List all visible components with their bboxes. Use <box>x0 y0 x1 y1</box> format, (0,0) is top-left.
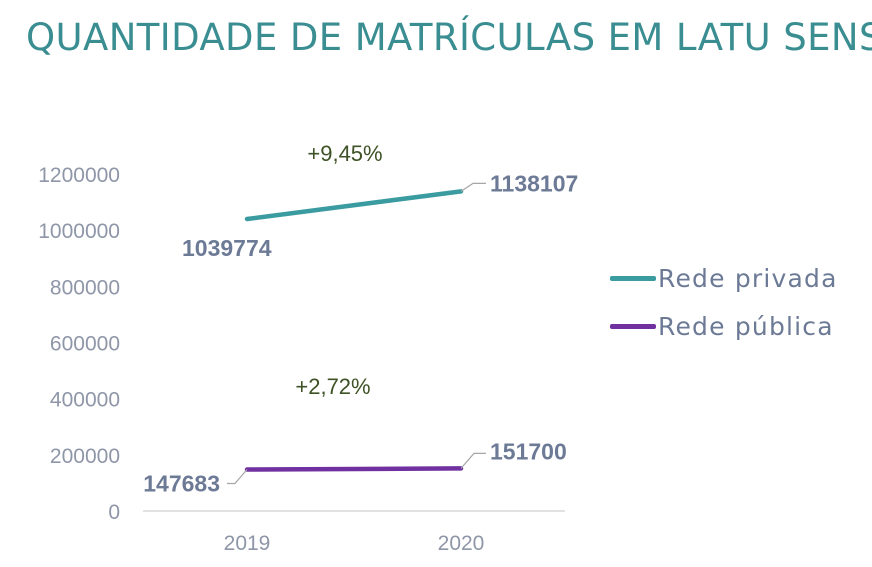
legend-swatch-public <box>610 323 656 329</box>
data-labels: 1039774 1138107 147683 151700 +9,45% +2,72% <box>143 141 578 497</box>
y-tick-label: 800000 <box>50 276 120 299</box>
y-tick-label: 200000 <box>50 445 120 468</box>
data-label-public-2019: 147683 <box>143 471 220 497</box>
data-label-private-2019: 1039774 <box>182 235 272 261</box>
leader-line-public-2020 <box>460 452 486 469</box>
y-tick-label: 1000000 <box>38 220 120 243</box>
legend-swatch-private <box>610 275 656 281</box>
change-label-public: +2,72% <box>295 374 370 399</box>
series-line-private <box>244 189 464 222</box>
legend-item-private: Rede privada <box>610 254 838 302</box>
legend: Rede privada Rede pública <box>610 254 838 350</box>
legend-item-public: Rede pública <box>610 302 838 350</box>
x-tick-label: 2019 <box>224 532 271 555</box>
y-tick-label: 0 <box>108 501 120 524</box>
leader-line-private-2020 <box>460 182 486 192</box>
y-tick-label: 600000 <box>50 333 120 356</box>
y-tick-label: 1200000 <box>38 164 120 187</box>
y-tick-label: 400000 <box>50 389 120 412</box>
legend-label-private: Rede privada <box>658 263 838 293</box>
y-axis-ticks: 0 200000 400000 600000 800000 1000000 1200000 <box>38 164 120 524</box>
series-line-public <box>244 466 464 472</box>
x-tick-label: 2020 <box>438 532 485 555</box>
series-lines <box>244 189 464 472</box>
x-axis-ticks: 2019 2020 <box>224 532 485 555</box>
chart-title: QUANTIDADE DE MATRÍCULAS EM LATU SENSU <box>26 16 872 59</box>
data-label-public-2020: 151700 <box>490 438 567 464</box>
leader-line-public-2019 <box>227 469 248 485</box>
data-label-private-2020: 1138107 <box>490 170 578 196</box>
change-label-private: +9,45% <box>307 141 382 166</box>
legend-label-public: Rede pública <box>658 311 834 341</box>
